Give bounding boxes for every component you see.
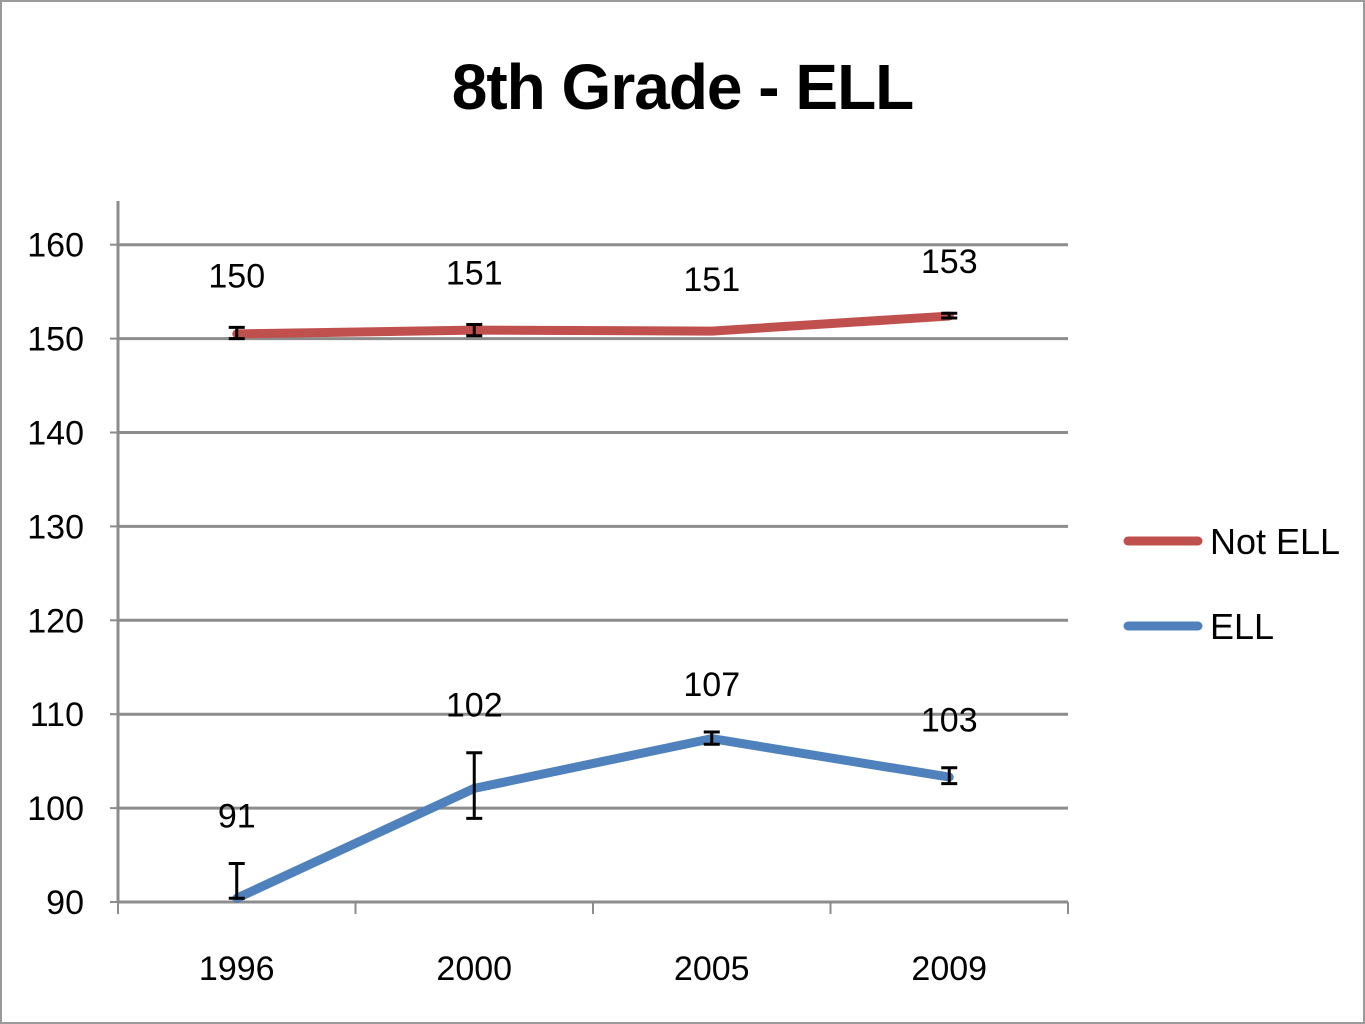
y-tick-label-160: 160 xyxy=(27,227,84,265)
chart-title: 8th Grade - ELL xyxy=(451,51,915,123)
y-tick-label-150: 150 xyxy=(27,321,84,359)
y-tick-label-140: 140 xyxy=(27,415,84,453)
series-line-not-ell xyxy=(232,311,954,339)
data-label-not-ell-2009: 153 xyxy=(921,243,978,281)
data-label-ell-1996: 91 xyxy=(218,798,256,836)
x-tick-label-2000: 2000 xyxy=(436,950,512,988)
data-label-ell-2000: 102 xyxy=(446,687,503,725)
legend-label-ell: ELL xyxy=(1210,606,1274,647)
error-bar-ell-2005 xyxy=(703,730,720,746)
data-label-not-ell-2005: 151 xyxy=(683,261,740,299)
x-tick-label-2009: 2009 xyxy=(911,950,987,988)
x-tick-label-1996: 1996 xyxy=(199,950,275,988)
error-bar-ell-1996 xyxy=(228,862,245,900)
error-bar-ell-2000 xyxy=(466,751,483,820)
y-tick-label-120: 120 xyxy=(27,602,84,640)
data-label-ell-2009: 103 xyxy=(921,702,978,740)
data-label-not-ell-2000: 151 xyxy=(446,255,503,293)
error-bar-not-ell-2009 xyxy=(941,311,958,320)
y-tick-label-110: 110 xyxy=(30,696,84,734)
y-tick-label-90: 90 xyxy=(46,884,84,922)
error-bar-ell-2009 xyxy=(941,766,958,786)
error-bar-not-ell-2000 xyxy=(466,323,483,338)
x-tick-label-2005: 2005 xyxy=(674,950,750,988)
data-label-not-ell-1996: 150 xyxy=(208,257,265,295)
data-label-ell-2005: 107 xyxy=(683,666,740,704)
y-tick-label-100: 100 xyxy=(27,790,84,828)
series-line-ell xyxy=(232,734,954,903)
legend-label-not-ell: Not ELL xyxy=(1210,521,1340,562)
y-tick-label-130: 130 xyxy=(27,508,84,546)
error-bar-not-ell-1996 xyxy=(228,325,245,341)
